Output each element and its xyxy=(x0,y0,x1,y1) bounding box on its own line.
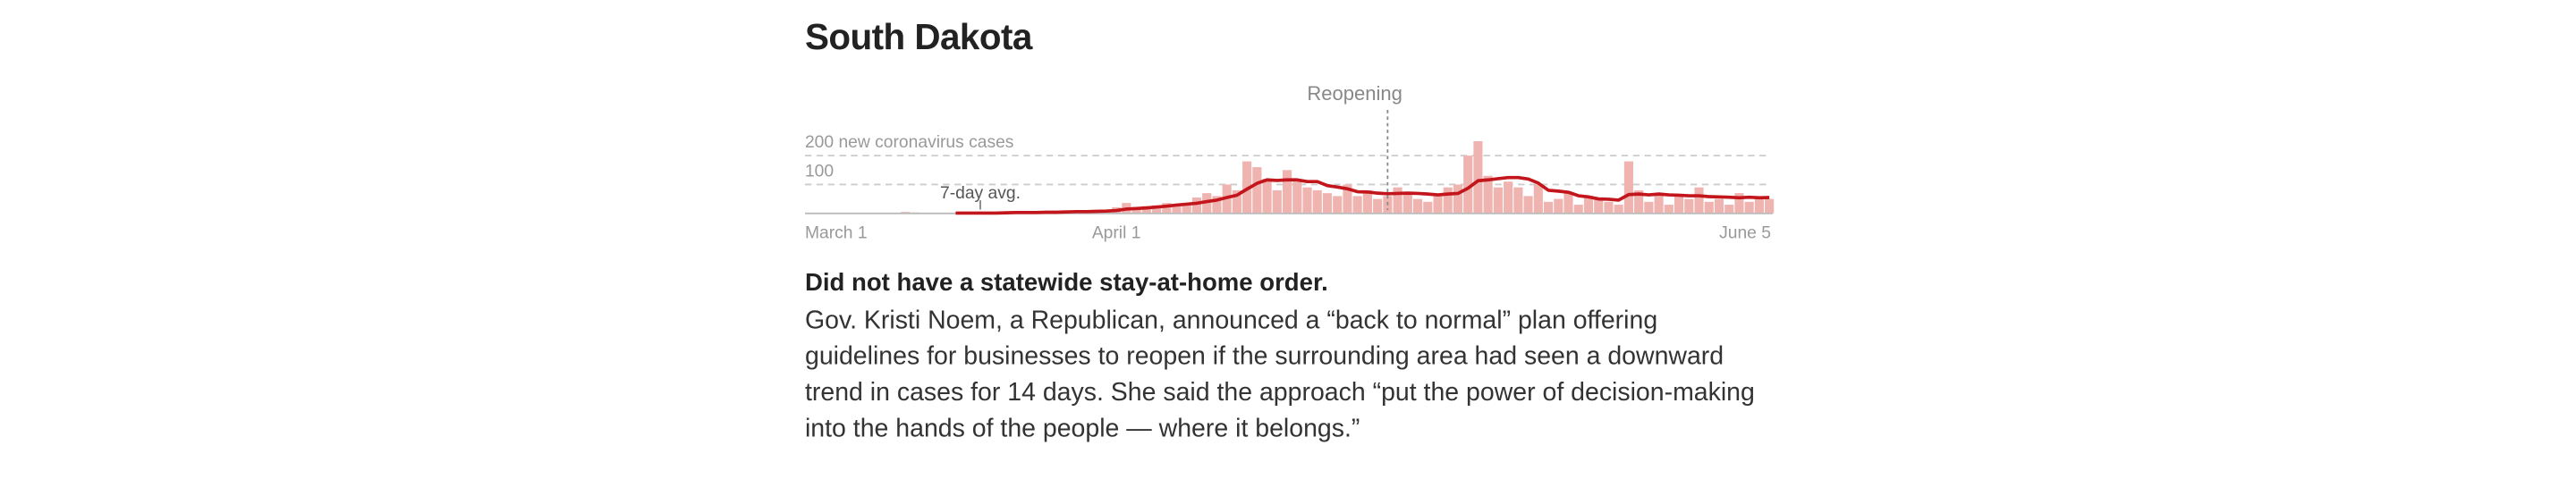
bar xyxy=(1684,198,1694,214)
bar xyxy=(1272,189,1282,214)
bar xyxy=(1694,187,1704,214)
bar xyxy=(1664,205,1674,214)
annotation-label: Reopening xyxy=(1307,82,1402,105)
bar xyxy=(1162,203,1172,214)
bar xyxy=(1724,205,1734,214)
x-tick-label: June 5 xyxy=(1719,223,1771,242)
bar xyxy=(1463,155,1473,214)
x-tick-label: March 1 xyxy=(805,223,868,242)
bar xyxy=(1373,198,1383,214)
bar xyxy=(1302,187,1312,214)
bar xyxy=(1443,187,1453,214)
bar xyxy=(1554,198,1563,214)
bar xyxy=(1333,196,1343,214)
bar xyxy=(1252,167,1262,214)
bar xyxy=(1191,197,1202,214)
y-tick-label: 200 new coronavirus cases xyxy=(805,133,1013,152)
bar xyxy=(1734,193,1744,214)
bar xyxy=(1423,201,1433,214)
y-tick-label: 100 xyxy=(805,162,834,181)
bar xyxy=(1644,201,1654,214)
bar xyxy=(1744,201,1754,214)
bar xyxy=(1141,206,1151,214)
average-line xyxy=(955,175,1770,215)
bar xyxy=(1543,201,1554,214)
bar xyxy=(1533,184,1543,214)
bar xyxy=(1583,196,1594,214)
bar xyxy=(1594,198,1604,214)
bar xyxy=(1151,205,1162,214)
bar xyxy=(1182,206,1191,214)
bar xyxy=(1322,193,1333,214)
bar xyxy=(1754,196,1764,214)
bar xyxy=(1704,201,1714,214)
bar xyxy=(1212,196,1222,214)
bar xyxy=(1504,181,1513,214)
bar xyxy=(1172,204,1182,214)
chart: 100 200 new coronavirus cases 7-day avg. Re… xyxy=(805,82,1775,242)
bar xyxy=(1614,205,1623,214)
bar xyxy=(1131,206,1141,214)
bar xyxy=(1352,196,1362,214)
bar xyxy=(1343,184,1352,214)
bar xyxy=(1714,198,1724,214)
bar xyxy=(1674,196,1684,214)
bar xyxy=(1412,198,1423,214)
bar xyxy=(1262,178,1272,214)
title: South Dakota xyxy=(804,16,1032,58)
bar xyxy=(1312,189,1322,214)
bar xyxy=(1202,193,1212,214)
x-tick-label: April 1 xyxy=(1092,223,1141,242)
bar xyxy=(1362,189,1372,214)
bar xyxy=(1523,196,1533,214)
bar xyxy=(1453,184,1463,214)
bar xyxy=(1623,161,1633,214)
bar xyxy=(1563,193,1573,214)
bar xyxy=(1513,187,1523,214)
bar xyxy=(1634,189,1644,214)
body-text: Gov. Kristi Noem, a Republican, announce… xyxy=(804,307,1755,443)
headline: Did not have a statewide stay-at-home or… xyxy=(804,269,1328,298)
bar xyxy=(1393,187,1402,214)
bar xyxy=(1433,196,1443,214)
bar xyxy=(1232,189,1241,214)
avg-label: 7-day avg. xyxy=(940,184,1021,203)
bar xyxy=(1473,140,1483,214)
bar xyxy=(1292,181,1302,214)
bar xyxy=(1765,198,1775,214)
bar xyxy=(1483,175,1493,214)
bar xyxy=(1654,193,1664,214)
bar xyxy=(1604,201,1614,214)
bar xyxy=(1493,187,1503,214)
bar xyxy=(1573,205,1583,214)
bar xyxy=(1402,193,1412,214)
bar xyxy=(1282,170,1292,214)
